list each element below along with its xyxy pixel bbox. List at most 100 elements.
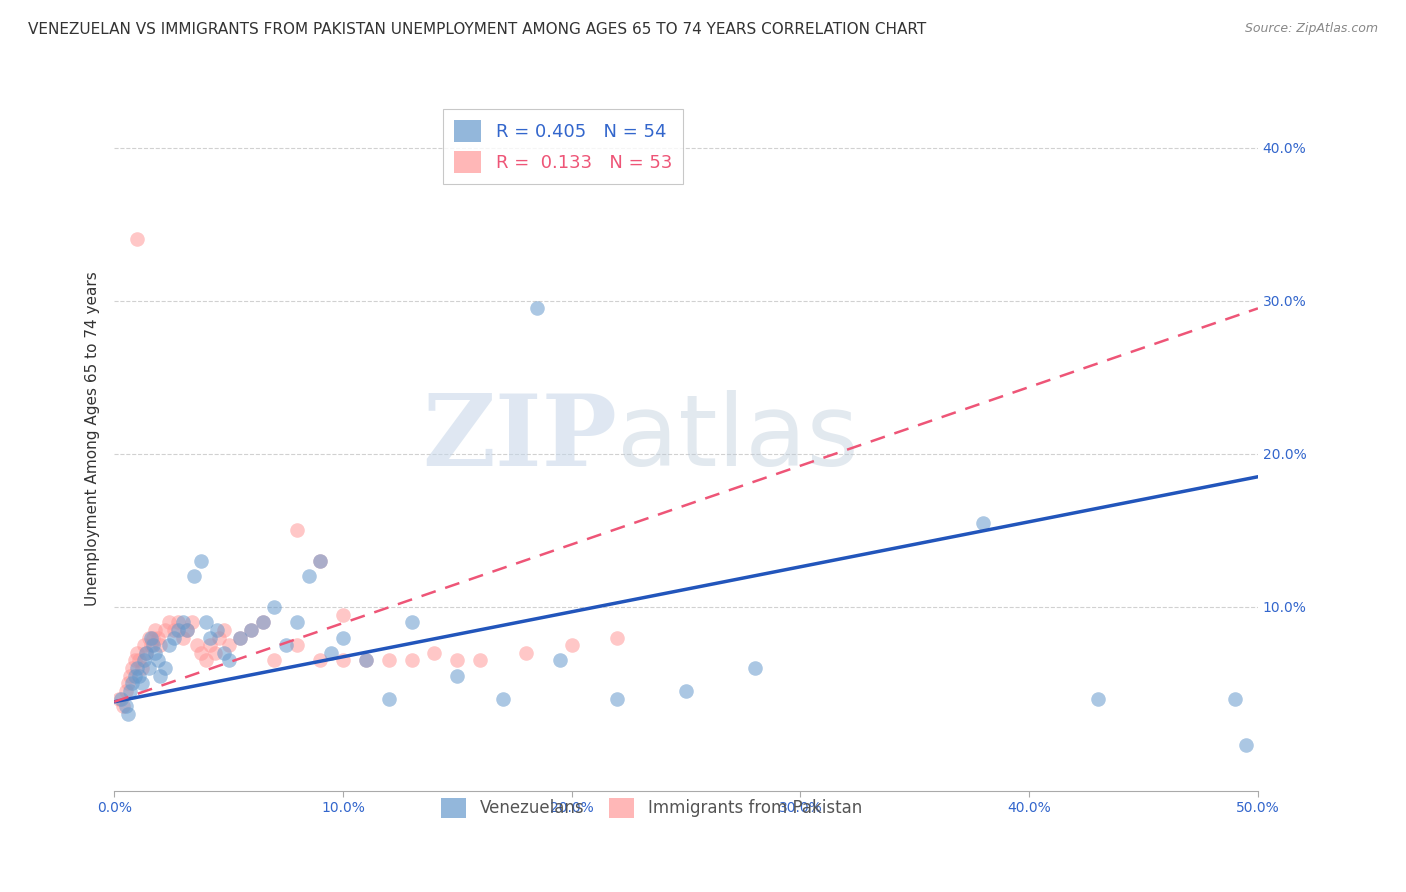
Point	[1236, 738, 1258, 752]
Point	[146, 631, 169, 645]
Point	[218, 638, 240, 652]
Legend: Venezuelans, Immigrants from Pakistan: Venezuelans, Immigrants from Pakistan	[434, 791, 869, 824]
Point	[120, 684, 142, 698]
Point	[138, 661, 160, 675]
Point	[176, 623, 198, 637]
Point	[240, 623, 263, 637]
Point	[332, 607, 354, 622]
Text: atlas: atlas	[617, 390, 859, 487]
Point	[200, 638, 222, 652]
Point	[229, 631, 252, 645]
Point	[190, 646, 212, 660]
Point	[125, 232, 148, 246]
Point	[120, 669, 142, 683]
Point	[526, 301, 548, 316]
Point	[446, 653, 468, 667]
Point	[423, 646, 446, 660]
Point	[252, 615, 274, 630]
Point	[135, 646, 157, 660]
Point	[167, 615, 190, 630]
Point	[446, 669, 468, 683]
Point	[218, 653, 240, 667]
Point	[146, 653, 169, 667]
Point	[112, 699, 135, 714]
Point	[186, 638, 208, 652]
Point	[194, 653, 217, 667]
Point	[229, 631, 252, 645]
Point	[153, 623, 176, 637]
Point	[204, 646, 226, 660]
Point	[263, 599, 285, 614]
Point	[252, 615, 274, 630]
Point	[309, 554, 332, 568]
Point	[548, 653, 571, 667]
Point	[1223, 691, 1246, 706]
Point	[149, 669, 172, 683]
Point	[172, 615, 194, 630]
Point	[354, 653, 377, 667]
Text: VENEZUELAN VS IMMIGRANTS FROM PAKISTAN UNEMPLOYMENT AMONG AGES 65 TO 74 YEARS CO: VENEZUELAN VS IMMIGRANTS FROM PAKISTAN U…	[28, 22, 927, 37]
Point	[121, 661, 143, 675]
Point	[128, 653, 150, 667]
Text: Source: ZipAtlas.com: Source: ZipAtlas.com	[1244, 22, 1378, 36]
Point	[172, 631, 194, 645]
Point	[131, 676, 153, 690]
Point	[606, 631, 628, 645]
Point	[157, 638, 180, 652]
Point	[377, 691, 399, 706]
Point	[561, 638, 583, 652]
Point	[205, 623, 228, 637]
Point	[125, 646, 148, 660]
Point	[744, 661, 766, 675]
Point	[212, 646, 235, 660]
Point	[110, 691, 132, 706]
Point	[114, 699, 136, 714]
Point	[117, 707, 139, 722]
Point	[354, 653, 377, 667]
Point	[124, 669, 146, 683]
Point	[125, 661, 148, 675]
Point	[212, 623, 235, 637]
Point	[183, 569, 205, 583]
Point	[139, 638, 162, 652]
Point	[163, 623, 186, 637]
Point	[139, 631, 162, 645]
Point	[208, 631, 231, 645]
Point	[401, 653, 423, 667]
Point	[309, 653, 332, 667]
Point	[240, 623, 263, 637]
Point	[606, 691, 628, 706]
Point	[274, 638, 297, 652]
Text: ZIP: ZIP	[423, 390, 617, 487]
Point	[117, 676, 139, 690]
Point	[401, 615, 423, 630]
Point	[149, 638, 172, 652]
Point	[176, 623, 198, 637]
Y-axis label: Unemployment Among Ages 65 to 74 years: Unemployment Among Ages 65 to 74 years	[86, 271, 100, 606]
Point	[972, 516, 994, 530]
Point	[143, 623, 166, 637]
Point	[285, 638, 308, 652]
Point	[470, 653, 492, 667]
Point	[675, 684, 697, 698]
Point	[332, 631, 354, 645]
Point	[1087, 691, 1109, 706]
Point	[163, 631, 186, 645]
Point	[190, 554, 212, 568]
Point	[194, 615, 217, 630]
Point	[167, 623, 190, 637]
Point	[132, 638, 155, 652]
Point	[142, 638, 165, 652]
Point	[143, 646, 166, 660]
Point	[107, 691, 129, 706]
Point	[492, 691, 515, 706]
Point	[181, 615, 204, 630]
Point	[298, 569, 321, 583]
Point	[135, 646, 157, 660]
Point	[138, 631, 160, 645]
Point	[124, 653, 146, 667]
Point	[321, 646, 343, 660]
Point	[128, 669, 150, 683]
Point	[121, 676, 143, 690]
Point	[157, 615, 180, 630]
